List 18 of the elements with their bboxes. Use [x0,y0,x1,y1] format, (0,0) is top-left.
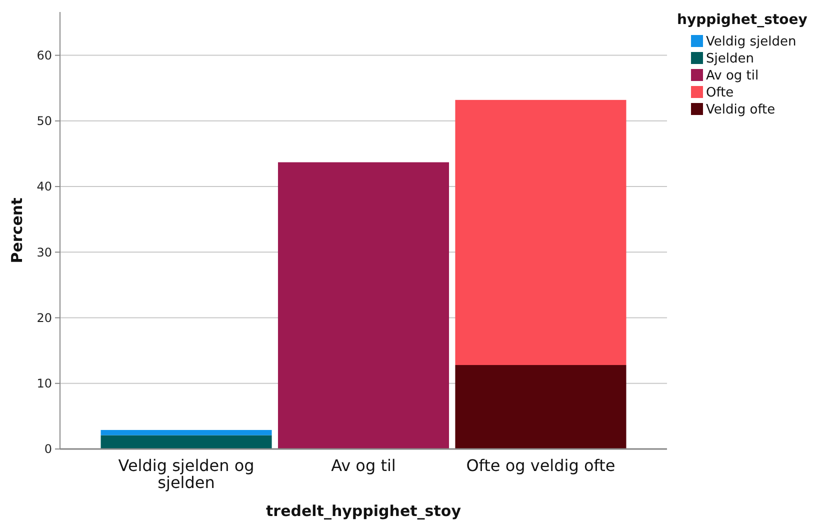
y-tick-label: 50 [36,114,52,128]
x-tick-label: Ofte og veldig ofte [466,456,616,475]
x-tick-label: Av og til [331,456,396,475]
y-tick-label: 10 [36,376,52,391]
legend-label: Veldig ofte [706,102,776,118]
y-axis-title: Percent [8,198,26,264]
legend-title: hyppighet_stoey [677,12,808,28]
legend-label: Sjelden [706,52,754,67]
x-axis-title: tredelt_hyppighet_stoy [266,502,462,520]
legend-label: Ofte [706,86,734,101]
y-tick-label: 60 [36,48,52,63]
y-tick-label: 20 [36,310,52,325]
legend-label: Veldig sjelden [706,34,796,50]
legend-label: Av og til [706,68,759,84]
y-tick-label: 30 [36,245,52,260]
y-tick-label: 40 [36,180,52,194]
x-tick-label: Veldig sjelden og sjelden [118,456,254,492]
y-tick-label: 0 [44,442,52,456]
